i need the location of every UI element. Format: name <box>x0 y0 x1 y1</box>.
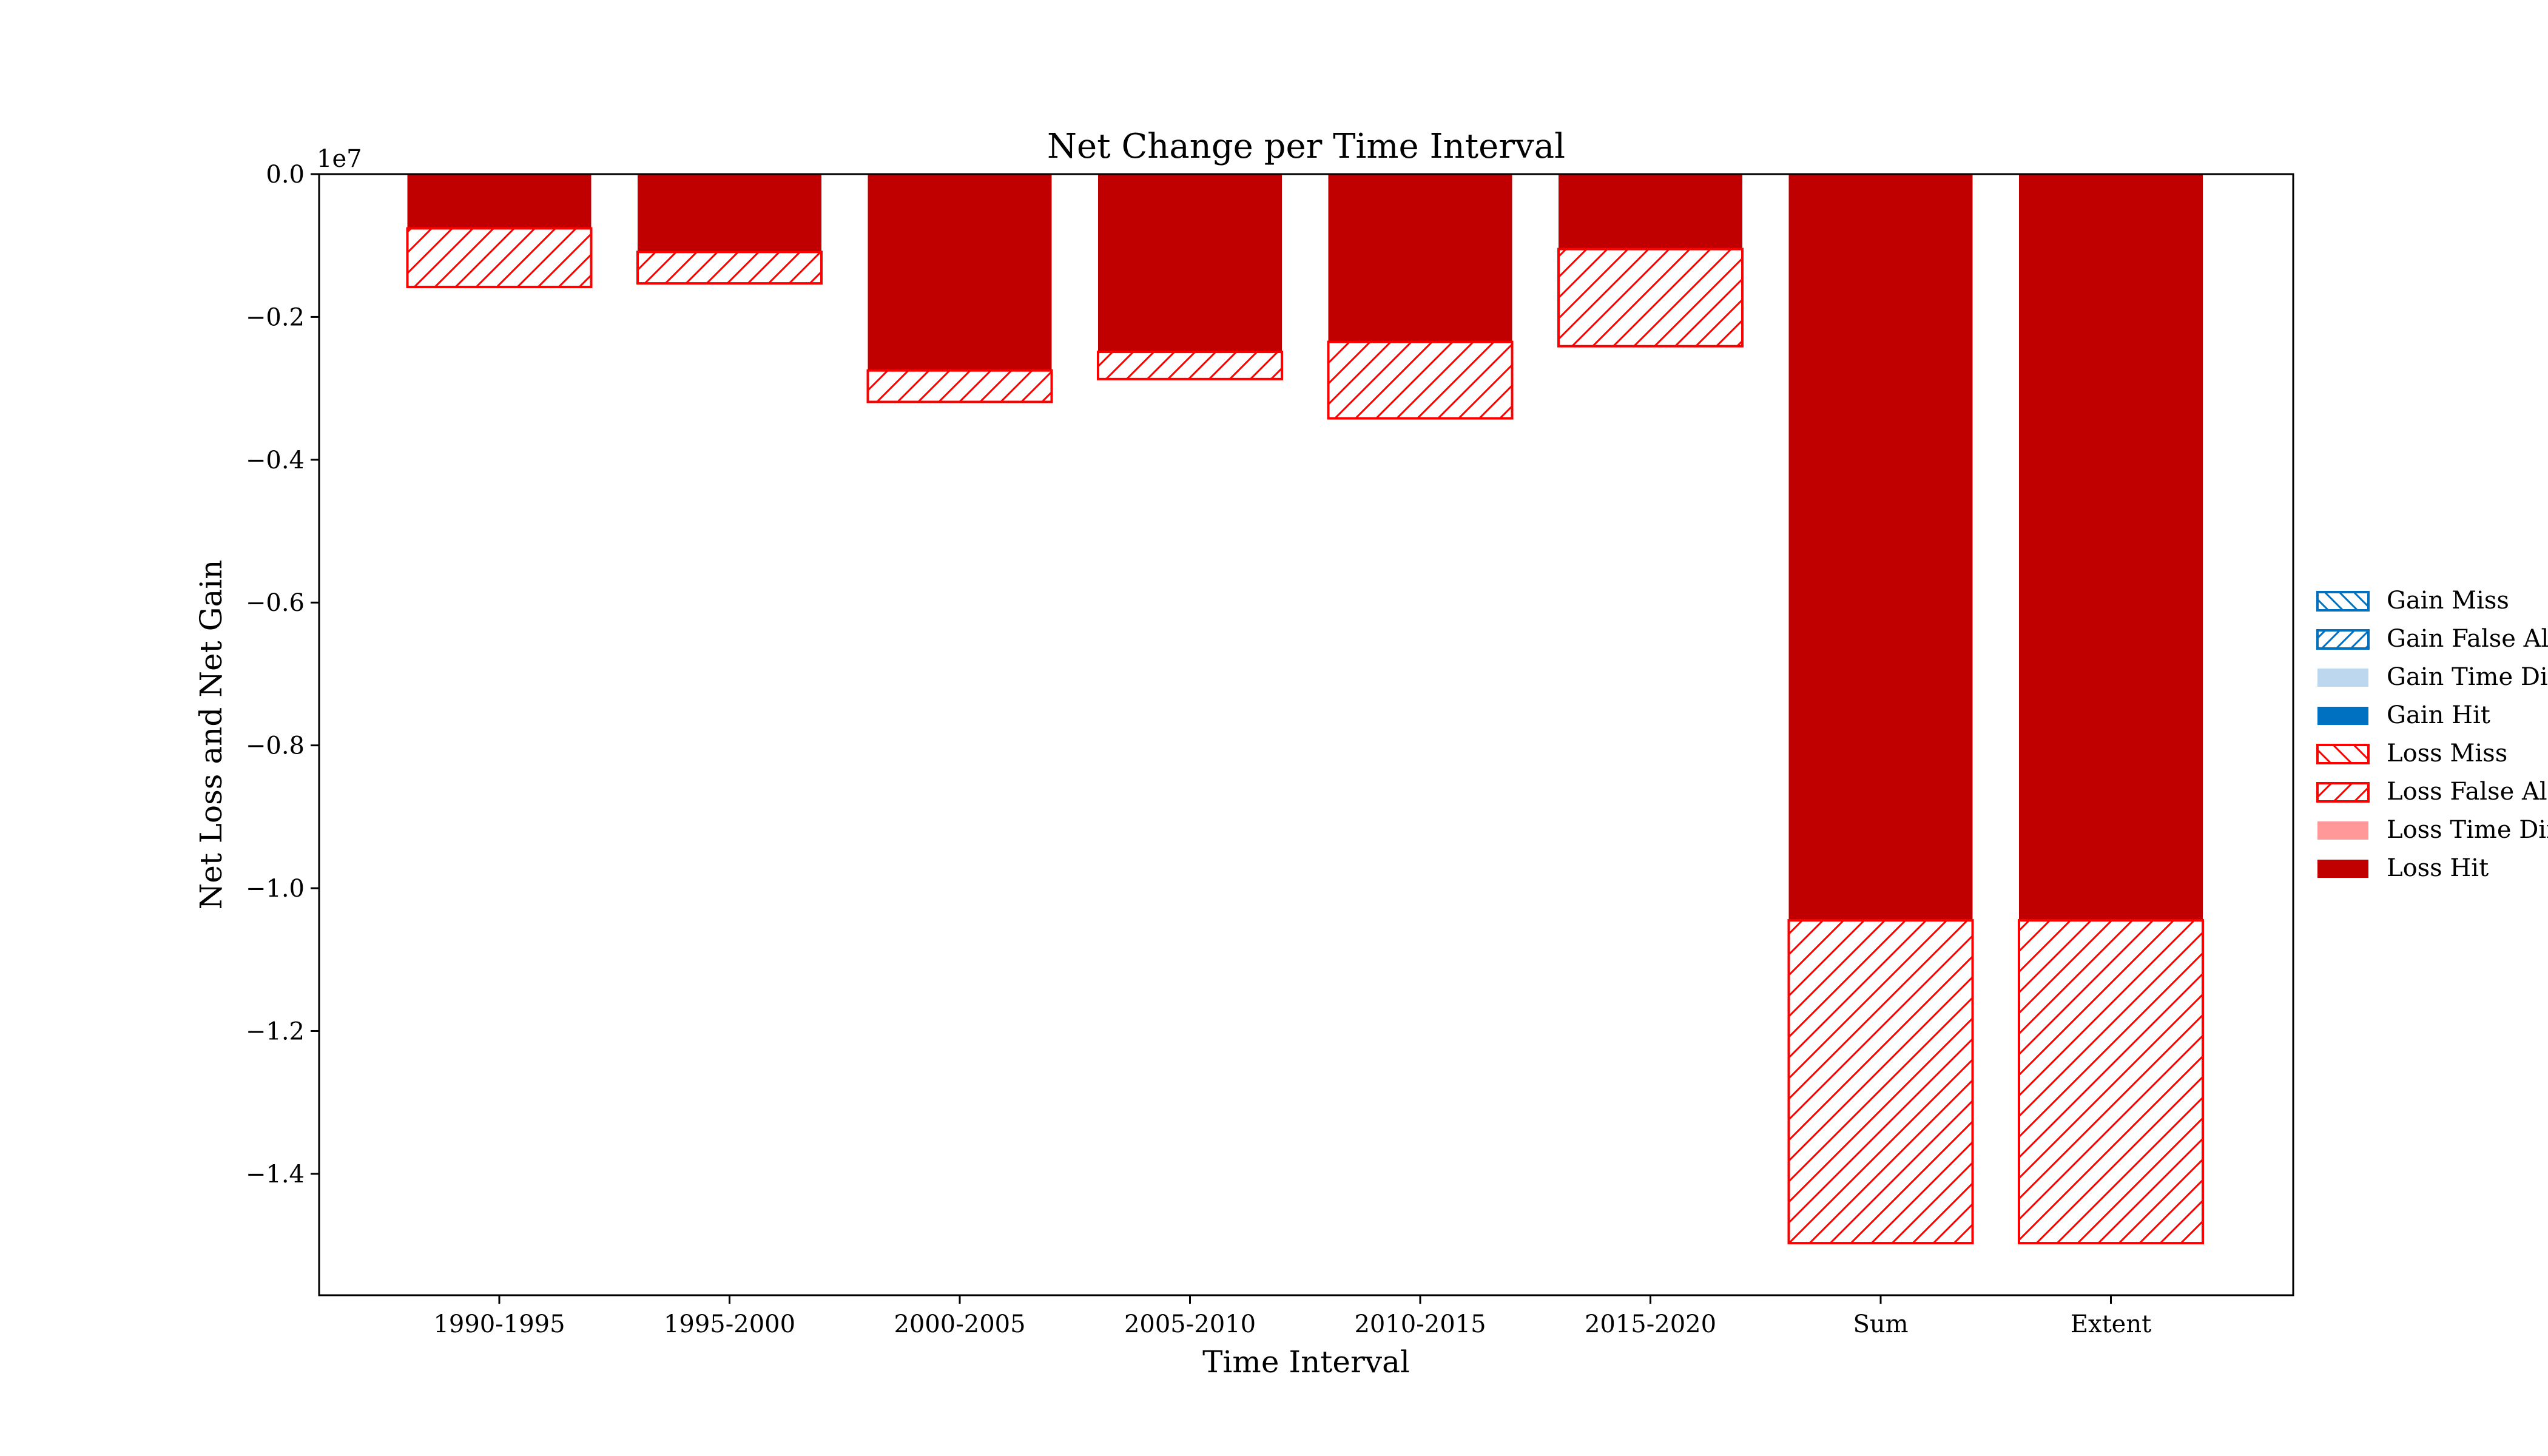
legend-swatch <box>2317 860 2368 878</box>
y-tick-label: 0.0 <box>266 161 305 189</box>
x-ticks: 1990-1995 1995-2000 2000-2005 2005-2010 2010… <box>433 1295 2151 1338</box>
legend-label: Gain False Alarm <box>2387 625 2548 653</box>
legend-label: Loss False Alarm <box>2387 778 2548 806</box>
legend-swatch <box>2317 821 2368 840</box>
y-tick-label: −0.4 <box>246 447 305 474</box>
bar-loss-hit <box>638 174 821 252</box>
bar-loss-hit <box>1098 174 1282 352</box>
legend-label: Loss Time Difference <box>2387 816 2548 844</box>
legend: Gain Miss Gain False Alarm Gain Time Diffe… <box>2316 587 2548 882</box>
legend-swatch <box>2316 782 2370 803</box>
x-tick-label: 2005-2010 <box>1124 1310 1256 1338</box>
legend-label: Gain Hit <box>2387 701 2490 729</box>
y-axis-label: Net Loss and Net Gain <box>194 559 229 909</box>
legend-swatch <box>2317 707 2368 725</box>
chart-title: Net Change per Time Interval <box>1047 127 1565 166</box>
bar-loss-hit <box>2019 174 2203 921</box>
legend-label: Gain Time Difference <box>2387 663 2548 691</box>
x-tick-label: 2000-2005 <box>894 1310 1025 1338</box>
bar-loss-hit <box>1788 174 1973 921</box>
legend-swatch <box>2316 629 2370 650</box>
bar-loss-false-alarm <box>636 251 823 285</box>
y-axis-offset-label: 1e7 <box>317 145 362 173</box>
y-ticks: 0.0 −0.2 −0.4 −0.6 −0.8 −1.0 −1.2 −1.4 <box>246 161 319 1188</box>
bar-loss-false-alarm <box>1327 340 1514 420</box>
y-tick-label: −0.6 <box>246 589 305 617</box>
bar-loss-hit <box>868 174 1052 371</box>
plot-frame <box>318 173 2294 1296</box>
bar-loss-false-alarm <box>1097 351 1283 380</box>
y-tick-label: −0.8 <box>246 732 305 760</box>
bar-loss-false-alarm <box>2018 919 2204 1245</box>
bar-loss-hit <box>407 174 592 229</box>
legend-swatch <box>2317 669 2368 687</box>
x-tick-label: 2010-2015 <box>1354 1310 1486 1338</box>
x-tick-label: 1990-1995 <box>433 1310 565 1338</box>
legend-label: Loss Hit <box>2387 854 2489 882</box>
x-tick-label: 2015-2020 <box>1585 1310 1716 1338</box>
bar-loss-false-alarm <box>406 227 593 288</box>
y-tick-label: −1.4 <box>246 1161 305 1188</box>
y-tick-label: −1.2 <box>246 1017 305 1045</box>
x-tick-label: Extent <box>2071 1310 2151 1338</box>
bar-loss-hit <box>1559 174 1742 249</box>
x-axis-label: Time Interval <box>1202 1344 1410 1380</box>
x-tick-label: Sum <box>1853 1310 1908 1338</box>
bar-loss-false-alarm <box>1557 248 1744 348</box>
legend-swatch <box>2316 591 2370 612</box>
legend-label: Loss Miss <box>2387 740 2507 767</box>
bar-loss-false-alarm <box>1787 919 1974 1245</box>
bar-loss-false-alarm <box>866 369 1053 403</box>
x-tick-label: 1995-2000 <box>664 1310 795 1338</box>
bars <box>406 174 2204 1245</box>
y-tick-label: −0.2 <box>246 303 305 331</box>
legend-label: Gain Miss <box>2387 587 2509 615</box>
y-tick-label: −1.0 <box>246 875 305 903</box>
legend-swatch <box>2316 744 2370 764</box>
bar-loss-hit <box>1328 174 1512 342</box>
